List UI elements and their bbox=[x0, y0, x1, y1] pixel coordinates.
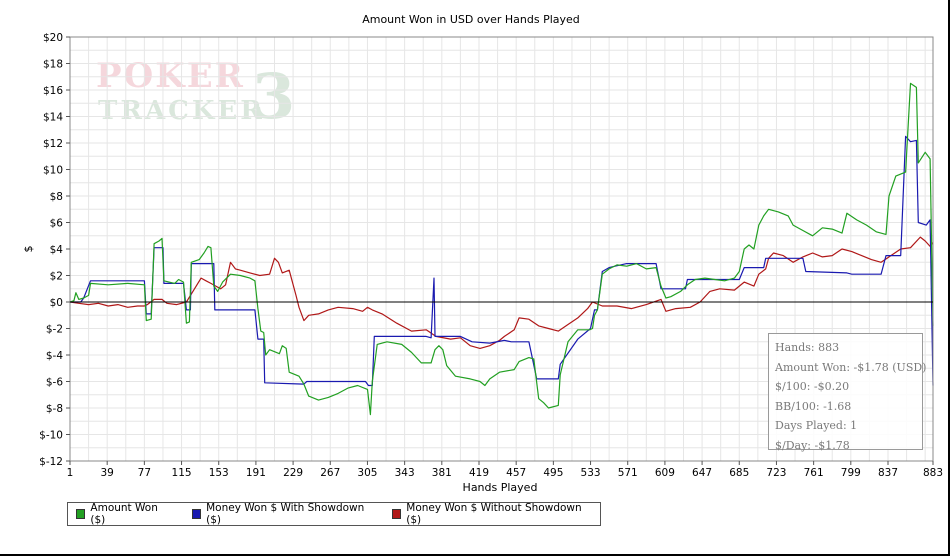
legend-label: Money Won $ Without Showdown ($) bbox=[406, 502, 582, 526]
x-tick-label: 685 bbox=[729, 467, 749, 479]
series-line-amount-won bbox=[69, 82, 934, 416]
legend-label: Amount Won ($) bbox=[90, 502, 158, 526]
x-tick-label: 267 bbox=[320, 467, 340, 479]
x-tick-label: 343 bbox=[395, 467, 415, 479]
y-tick-label: $20 bbox=[43, 32, 63, 44]
x-tick-label: 533 bbox=[581, 467, 601, 479]
legend-swatch-blue bbox=[191, 509, 202, 519]
x-tick-label: 381 bbox=[432, 467, 452, 479]
x-tick-label: 883 bbox=[923, 467, 943, 479]
x-tick-label: 761 bbox=[804, 467, 824, 479]
y-axis-label: $ bbox=[22, 246, 35, 253]
x-tick-label: 457 bbox=[506, 467, 526, 479]
x-tick-label: 229 bbox=[283, 467, 303, 479]
x-axis-label: Hands Played bbox=[463, 481, 538, 494]
stat-days-played: Days Played: 1 bbox=[775, 419, 858, 432]
legend-label: Money Won $ With Showdown ($) bbox=[206, 502, 365, 526]
stat-per-day: $/Day: -$1.78 bbox=[775, 438, 850, 452]
legend-item-without-showdown: Money Won $ Without Showdown ($) bbox=[391, 502, 586, 526]
series-layer bbox=[69, 82, 934, 416]
y-tick-label: $4 bbox=[50, 244, 64, 256]
legend-item-amount-won: Amount Won ($) bbox=[76, 502, 170, 526]
x-tick-label: 647 bbox=[692, 467, 712, 479]
x-tick-label: 419 bbox=[469, 467, 489, 479]
logo-number: 3 bbox=[252, 60, 296, 133]
x-tick-label: 609 bbox=[655, 467, 675, 479]
x-tick-label: 571 bbox=[618, 467, 638, 479]
y-tick-label: $18 bbox=[43, 59, 63, 71]
x-tick-label: 153 bbox=[209, 467, 229, 479]
series-line-with-showdown bbox=[70, 135, 934, 387]
x-tick-label: 115 bbox=[172, 467, 192, 479]
y-tick-label: $12 bbox=[43, 138, 63, 150]
chart-title: Amount Won in USD over Hands Played bbox=[362, 13, 580, 26]
y-tick-label: $-8 bbox=[46, 403, 63, 415]
x-tick-label: 723 bbox=[766, 467, 786, 479]
stat-hands: Hands: 883 bbox=[775, 341, 840, 354]
x-tick-label: 191 bbox=[246, 467, 266, 479]
y-tick-label: $-4 bbox=[46, 350, 63, 362]
y-tick-label: $10 bbox=[43, 165, 63, 177]
y-tick-label: $16 bbox=[43, 85, 63, 97]
x-tick-label: 837 bbox=[878, 467, 898, 479]
y-tick-label: $-2 bbox=[46, 324, 63, 336]
stat-bb-100: BB/100: -1.68 bbox=[775, 399, 852, 413]
legend-swatch-green bbox=[76, 509, 86, 519]
y-tick-label: $8 bbox=[50, 191, 63, 203]
y-tick-label: $2 bbox=[50, 271, 63, 283]
y-tick-label: $6 bbox=[50, 218, 64, 230]
y-tick-label: $-12 bbox=[39, 456, 63, 468]
legend: Amount Won ($) Money Won $ With Showdown… bbox=[67, 502, 601, 526]
stat-amount-won: Amount Won: -$1.78 (USD) bbox=[775, 360, 927, 374]
y-tick-label: $-6 bbox=[46, 377, 63, 389]
x-tick-label: 799 bbox=[841, 467, 861, 479]
legend-item-with-showdown: Money Won $ With Showdown ($) bbox=[191, 502, 370, 526]
stats-box: Hands: 883 Amount Won: -$1.78 (USD) $/10… bbox=[768, 333, 927, 452]
y-tick-label: $-10 bbox=[39, 430, 63, 442]
x-tick-label: 305 bbox=[357, 467, 377, 479]
legend-swatch-red bbox=[391, 509, 402, 519]
x-tick-label: 77 bbox=[138, 467, 151, 479]
x-tick-label: 39 bbox=[100, 467, 113, 479]
y-tick-label: $14 bbox=[43, 112, 63, 124]
stat-per-100: $/100: -$0.20 bbox=[775, 380, 850, 393]
axes: $-12 $-10 $-8 $-6 $-4 $-2 $0 $2 $4 $6 $8 $10 $12 $14 $… bbox=[39, 32, 943, 479]
x-tick-label: 495 bbox=[543, 467, 563, 479]
series-line-without-showdown bbox=[69, 236, 934, 349]
y-tick-label: $0 bbox=[50, 297, 63, 309]
x-tick-label: 1 bbox=[67, 467, 74, 479]
